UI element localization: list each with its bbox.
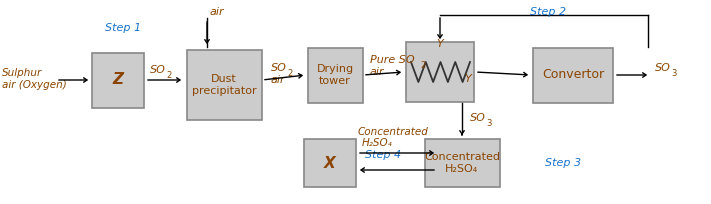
Bar — [406, 42, 474, 102]
Text: Step 2: Step 2 — [530, 7, 566, 17]
Text: 3: 3 — [671, 70, 676, 79]
Text: X: X — [324, 155, 336, 171]
Text: 2: 2 — [420, 61, 425, 71]
Text: Concentrated
H₂SO₄: Concentrated H₂SO₄ — [424, 152, 500, 174]
Text: Sulphur: Sulphur — [2, 68, 42, 78]
Text: SO: SO — [150, 65, 166, 75]
Bar — [92, 52, 144, 108]
Text: 2: 2 — [287, 70, 292, 79]
Text: air: air — [271, 75, 286, 85]
Bar — [304, 139, 356, 187]
Text: Drying
tower: Drying tower — [316, 64, 353, 86]
Text: SO: SO — [655, 63, 671, 73]
Text: Y: Y — [437, 39, 444, 49]
Text: Step 3: Step 3 — [545, 158, 581, 168]
Bar — [186, 50, 262, 120]
Text: SO: SO — [271, 63, 287, 73]
Bar — [533, 48, 613, 102]
Bar — [307, 48, 363, 102]
Text: Z: Z — [112, 72, 124, 88]
Text: Convertor: Convertor — [542, 69, 604, 82]
Text: air (Oxygen): air (Oxygen) — [2, 80, 67, 90]
Text: Pure SO: Pure SO — [370, 55, 415, 65]
Text: 3: 3 — [486, 120, 491, 129]
Text: air: air — [210, 7, 225, 17]
Text: Step 4: Step 4 — [365, 150, 401, 160]
Text: Step 1: Step 1 — [105, 23, 141, 33]
Text: air: air — [370, 67, 385, 77]
Text: 2: 2 — [166, 71, 171, 81]
Text: Dust
precipitator: Dust precipitator — [192, 74, 256, 96]
Text: SO: SO — [470, 113, 486, 123]
Text: Concentrated: Concentrated — [358, 127, 429, 137]
Bar — [424, 139, 500, 187]
Text: H₂SO₄: H₂SO₄ — [362, 138, 392, 148]
Text: Y: Y — [464, 74, 471, 84]
